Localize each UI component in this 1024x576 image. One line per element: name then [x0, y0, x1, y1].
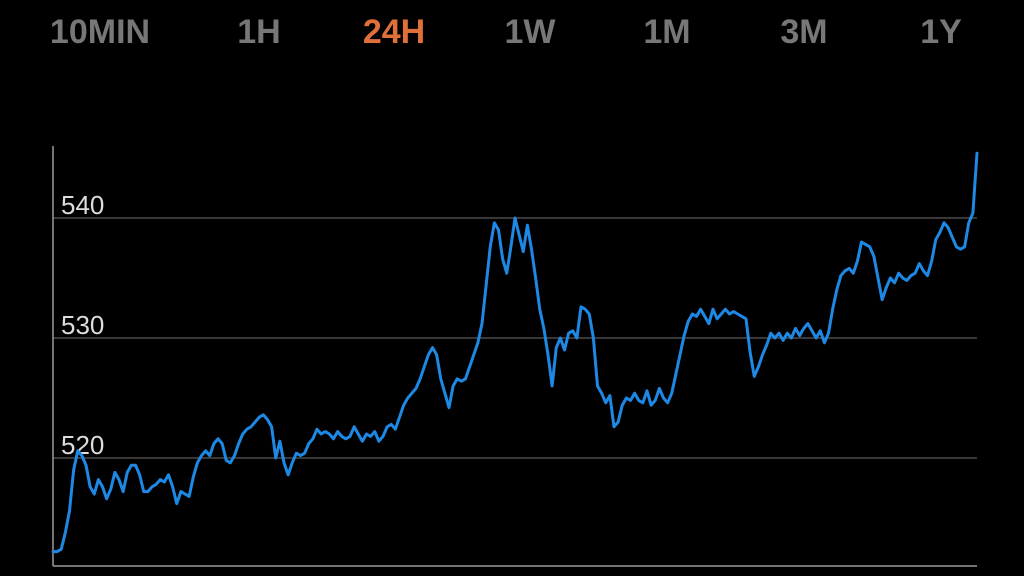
y-tick-label-530: 530	[61, 310, 104, 340]
y-tick-label-540: 540	[61, 190, 104, 220]
series-lines	[51, 151, 979, 554]
series-line-0	[51, 151, 979, 554]
range-tab-1h[interactable]: 1H	[237, 13, 281, 51]
range-tab-3m[interactable]: 3M	[780, 13, 828, 51]
range-tab-24h[interactable]: 24H	[362, 13, 426, 51]
grid-lines	[53, 217, 977, 459]
time-range-tabs: 10MIN 1H 24H 1W 1M 3M 1Y	[0, 0, 1024, 64]
range-tab-1y[interactable]: 1Y	[920, 13, 962, 51]
range-tab-1w[interactable]: 1W	[504, 13, 556, 51]
range-tab-1m[interactable]: 1M	[643, 13, 691, 51]
range-tab-10min[interactable]: 10MIN	[49, 13, 151, 51]
